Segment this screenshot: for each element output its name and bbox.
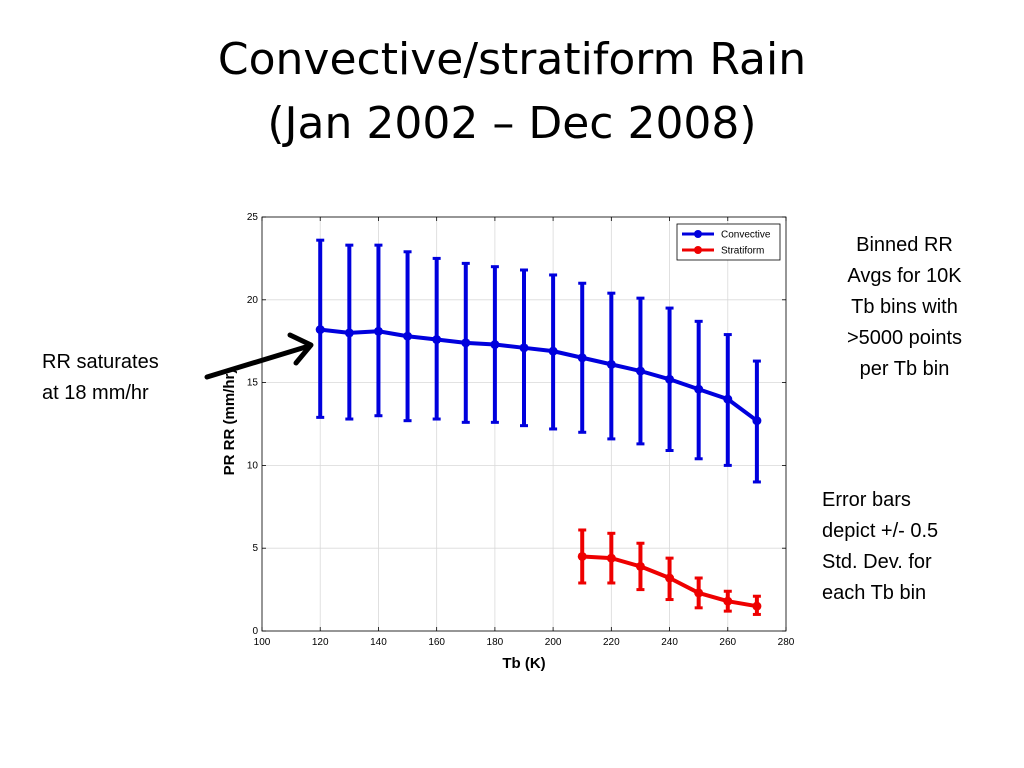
data-series <box>315 238 762 616</box>
y-tick-label: 25 <box>247 212 259 223</box>
stratiform-data-point <box>723 596 733 606</box>
slide-title-line2: (Jan 2002 – Dec 2008) <box>267 98 757 149</box>
stratiform-data-point <box>635 561 645 571</box>
convective-data-point <box>373 326 383 336</box>
y-tick-label: 15 <box>247 378 259 389</box>
stratiform-data-point <box>694 588 704 598</box>
convective-data-point <box>432 335 442 345</box>
x-tick-label: 100 <box>254 637 271 648</box>
y-axis-label: PR RR (mm/hr) <box>221 369 238 476</box>
convective-line <box>319 327 759 423</box>
x-tick-label: 140 <box>370 637 387 648</box>
x-tick-label: 180 <box>487 637 504 648</box>
stratiform-data-point <box>752 601 762 611</box>
convective-data-point <box>723 394 733 404</box>
slide-title-line1: Convective/stratiform Rain <box>217 34 807 85</box>
y-tick-label: 0 <box>252 626 258 637</box>
y-tick-label: 20 <box>247 295 259 306</box>
x-tick-label: 120 <box>312 637 329 648</box>
slide-title: Convective/stratiform Rain (Jan 2002 – D… <box>0 28 1024 156</box>
plot-frame <box>261 216 787 632</box>
x-tick-label: 200 <box>545 637 562 648</box>
convective-data-point <box>315 325 325 335</box>
legend-stratiform-marker <box>694 246 702 254</box>
stratiform-series <box>577 528 762 616</box>
convective-data-point <box>752 416 762 426</box>
x-axis-label: Tb (K) <box>502 655 545 672</box>
y-tick-label: 10 <box>247 460 259 471</box>
stratiform-data-point <box>665 573 675 583</box>
axis-ticks: 100 120 140 160 180 200 220 240 260 280 0 5 10 15 20 25 <box>247 212 795 648</box>
convective-data-point <box>577 353 587 363</box>
arrow-icon <box>204 332 314 380</box>
chart-legend: Convective Stratiform <box>676 223 781 261</box>
convective-series <box>315 238 762 484</box>
convective-data-point <box>635 366 645 376</box>
legend-convective-label: Convective <box>721 230 771 241</box>
stratiform-data-point <box>606 553 616 563</box>
legend-convective-marker <box>694 230 702 238</box>
x-tick-label: 260 <box>719 637 736 648</box>
y-tick-label: 5 <box>252 543 258 554</box>
arrow-shaft <box>204 343 312 380</box>
convective-data-point <box>403 331 413 341</box>
convective-data-point <box>606 359 616 369</box>
x-tick-label: 280 <box>778 637 795 648</box>
error-bars-note: Error bars depict +/- 0.5 Std. Dev. for … <box>822 489 939 604</box>
saturation-note: RR saturates at 18 mm/hr <box>42 351 159 404</box>
convective-data-point <box>490 340 500 350</box>
arrow-head <box>287 332 314 366</box>
convective-data-point <box>548 346 558 356</box>
binned-averages-note: Binned RR Avgs for 10K Tb bins with >500… <box>846 234 963 380</box>
convective-data-point <box>694 384 704 394</box>
convective-data-point <box>344 328 354 338</box>
convective-data-point <box>461 338 471 348</box>
legend-stratiform-label: Stratiform <box>721 246 764 257</box>
stratiform-data-point <box>577 551 587 561</box>
convective-data-point <box>519 343 529 353</box>
convective-data-point <box>665 374 675 384</box>
legend-box <box>676 223 781 261</box>
x-tick-label: 220 <box>603 637 620 648</box>
x-tick-label: 160 <box>428 637 445 648</box>
x-tick-label: 240 <box>661 637 678 648</box>
